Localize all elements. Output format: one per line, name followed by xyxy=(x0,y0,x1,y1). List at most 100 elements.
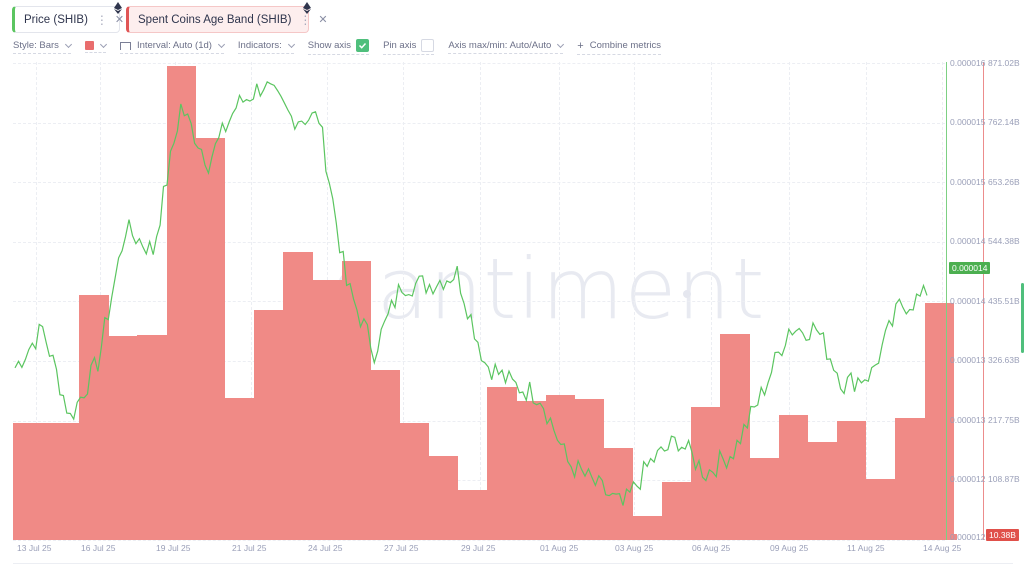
style-dropdown[interactable]: Style: Bars xyxy=(13,40,72,54)
spent-bar[interactable] xyxy=(662,481,692,540)
spent-bar[interactable] xyxy=(778,414,809,540)
x-axis-tick: 21 Jul 25 xyxy=(232,543,267,553)
spent-bar[interactable] xyxy=(953,534,957,540)
metric-tab-spent-coins[interactable]: Spent Coins Age Band (SHIB) ⋮ ✕ xyxy=(126,2,328,33)
spent-bar[interactable] xyxy=(691,406,721,540)
spent-bar[interactable] xyxy=(13,423,51,540)
price-axis-line xyxy=(946,62,947,540)
grid-line xyxy=(403,62,404,540)
spent-axis-tick: 653.26B xyxy=(988,177,1020,187)
x-axis-tick: 29 Jul 25 xyxy=(461,543,496,553)
color-swatch xyxy=(84,41,94,50)
spent-bar[interactable] xyxy=(428,456,459,540)
spent-bar[interactable] xyxy=(283,251,313,540)
style-label: Style: Bars xyxy=(13,40,59,51)
check-icon xyxy=(359,42,367,49)
interval-label: Interval: Auto (1d) xyxy=(136,40,212,51)
indicators-label: Indicators: xyxy=(237,40,282,51)
spent-bar[interactable] xyxy=(516,400,546,540)
spent-axis-tick: 108.87B xyxy=(988,474,1020,484)
spent-bar[interactable] xyxy=(633,515,663,540)
close-icon[interactable]: ✕ xyxy=(318,14,328,26)
x-axis-tick: 11 Aug 25 xyxy=(847,543,885,553)
chevron-down-icon xyxy=(557,40,565,48)
spent-axis-line xyxy=(983,62,984,540)
spent-axis-tick: 762.14B xyxy=(988,117,1020,127)
grid-line xyxy=(480,62,481,540)
grid-line xyxy=(13,122,945,124)
spent-bar[interactable] xyxy=(312,280,342,540)
grid-line xyxy=(13,241,945,243)
grid-line xyxy=(13,420,945,422)
color-picker[interactable] xyxy=(84,40,107,53)
more-vertical-icon[interactable]: ⋮ xyxy=(299,12,311,27)
spent-bar[interactable] xyxy=(79,294,109,540)
watermark-dot xyxy=(683,290,691,298)
show-axis-toggle[interactable]: Show axis xyxy=(307,39,370,55)
spent-bar[interactable] xyxy=(895,418,925,540)
spent-bar[interactable] xyxy=(749,457,780,540)
spent-bar[interactable] xyxy=(50,423,80,540)
x-axis-tick: 01 Aug 25 xyxy=(540,543,579,553)
grid-line xyxy=(13,539,945,541)
show-axis-checkbox[interactable] xyxy=(356,39,370,52)
spent-bar[interactable] xyxy=(399,423,430,540)
grid-line xyxy=(559,62,560,540)
interval-dropdown[interactable]: Interval: Auto (1d) xyxy=(119,40,225,54)
interval-icon xyxy=(119,41,131,50)
close-icon[interactable]: ✕ xyxy=(114,14,125,26)
spent-axis-tick: 871.02B xyxy=(988,58,1020,68)
grid-line xyxy=(13,63,945,64)
spent-bar[interactable] xyxy=(137,335,167,540)
grid-line xyxy=(13,480,945,482)
grid-line xyxy=(711,62,712,540)
metric-tab-price[interactable]: Price (SHIB) ⋮ ✕ xyxy=(12,2,124,33)
grid-line xyxy=(789,62,790,540)
price-axis-tick: 0.000012 xyxy=(950,474,986,484)
spent-bar[interactable] xyxy=(837,420,867,540)
spent-bar[interactable] xyxy=(224,397,255,540)
spent-bar[interactable] xyxy=(254,310,284,540)
chevron-down-icon xyxy=(64,40,72,48)
chart-toolbar: Style: Bars Interval: Auto (1d) Indicato… xyxy=(13,39,675,55)
metric-label: Price (SHIB) xyxy=(24,13,88,26)
x-axis-tick: 14 Aug 25 xyxy=(923,543,962,553)
spent-bar[interactable] xyxy=(458,490,488,540)
spent-bar[interactable] xyxy=(866,479,896,540)
bottom-divider xyxy=(13,563,1013,564)
spent-bar[interactable] xyxy=(370,370,401,540)
spent-bar[interactable] xyxy=(807,441,838,540)
axis-minmax-dropdown[interactable]: Axis max/min: Auto/Auto xyxy=(448,40,565,54)
spent-bar[interactable] xyxy=(487,386,517,540)
ethereum-icon xyxy=(114,2,122,14)
grid-line xyxy=(13,301,945,303)
x-axis-tick: 24 Jul 25 xyxy=(308,543,343,553)
price-axis-tick: 0.000013 xyxy=(950,415,986,425)
price-axis-tick: 0.000013 xyxy=(950,355,986,365)
spent-bar[interactable] xyxy=(574,398,605,540)
chart-canvas[interactable] xyxy=(13,62,957,541)
spent-bar[interactable] xyxy=(924,302,954,540)
x-axis-tick: 06 Aug 25 xyxy=(692,543,731,553)
santiment-watermark: santiment xyxy=(332,240,766,338)
spent-bar[interactable] xyxy=(195,137,226,540)
combine-metrics-button[interactable]: + Combine metrics xyxy=(577,40,662,55)
x-axis-tick: 09 Aug 25 xyxy=(770,543,809,553)
spent-axis-tick: 326.63B xyxy=(988,355,1020,365)
side-panel-handle[interactable] xyxy=(1021,283,1024,353)
price-axis-tick: 0.000014 xyxy=(950,296,986,306)
show-axis-label: Show axis xyxy=(307,40,352,51)
spent-bar[interactable] xyxy=(108,336,138,540)
pin-axis-toggle[interactable]: Pin axis xyxy=(383,39,435,55)
chevron-down-icon xyxy=(217,40,225,48)
more-vertical-icon[interactable]: ⋮ xyxy=(95,12,108,27)
price-current-badge: 0.000014 xyxy=(949,262,991,274)
spent-bar[interactable] xyxy=(166,66,197,540)
grid-line xyxy=(251,62,252,540)
indicators-dropdown[interactable]: Indicators: xyxy=(237,40,295,54)
spent-axis-tick: 435.51B xyxy=(988,296,1020,306)
pin-axis-checkbox[interactable] xyxy=(421,39,435,52)
grid-line xyxy=(634,62,635,540)
spent-bar[interactable] xyxy=(720,333,750,540)
ethereum-icon xyxy=(303,2,311,14)
